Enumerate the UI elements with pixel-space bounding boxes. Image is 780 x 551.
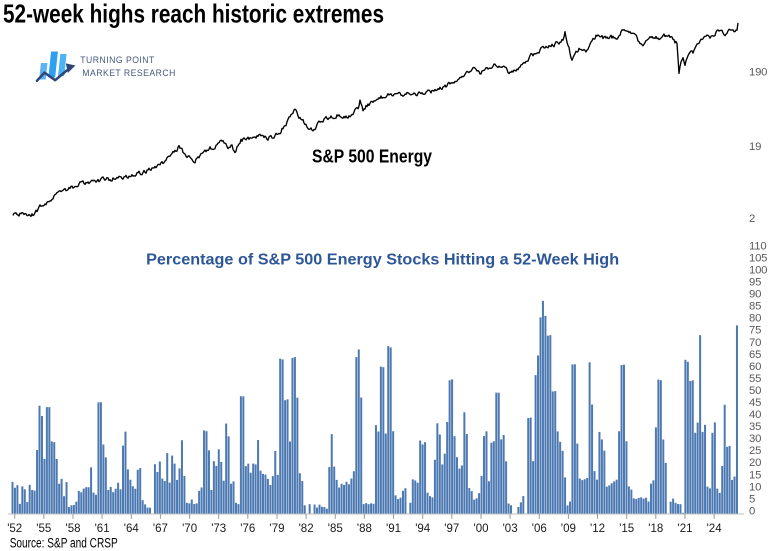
svg-text:90: 90: [749, 289, 761, 301]
svg-text:70: 70: [749, 337, 761, 349]
svg-text:'55: '55: [36, 521, 51, 535]
svg-text:TURNING POINT: TURNING POINT: [80, 55, 155, 65]
svg-text:30: 30: [749, 433, 761, 445]
svg-text:'21: '21: [678, 521, 693, 535]
svg-text:'15: '15: [619, 521, 634, 535]
svg-text:105: 105: [749, 253, 767, 265]
svg-text:'97: '97: [444, 521, 459, 535]
svg-text:'12: '12: [590, 521, 605, 535]
svg-text:40: 40: [749, 409, 761, 421]
svg-text:'70: '70: [182, 521, 197, 535]
svg-text:'58: '58: [66, 521, 81, 535]
svg-text:'88: '88: [357, 521, 372, 535]
svg-text:'91: '91: [386, 521, 401, 535]
svg-text:0: 0: [749, 505, 755, 517]
svg-text:'61: '61: [95, 521, 110, 535]
svg-text:'06: '06: [532, 521, 547, 535]
svg-text:'82: '82: [299, 521, 314, 535]
svg-text:55: 55: [749, 373, 761, 385]
svg-text:52-week highs reach historic e: 52-week highs reach historic extremes: [3, 0, 384, 29]
svg-text:'18: '18: [648, 521, 663, 535]
svg-text:'73: '73: [211, 521, 226, 535]
svg-text:85: 85: [749, 301, 761, 313]
svg-text:'76: '76: [240, 521, 255, 535]
svg-text:'79: '79: [270, 521, 285, 535]
svg-text:'00: '00: [474, 521, 489, 535]
svg-text:Percentage of S&P 500 Energy S: Percentage of S&P 500 Energy Stocks Hitt…: [146, 251, 619, 268]
svg-text:S&P 500 Energy: S&P 500 Energy: [312, 146, 433, 167]
svg-text:Source: S&P and CRSP: Source: S&P and CRSP: [10, 535, 118, 550]
svg-text:35: 35: [749, 421, 761, 433]
svg-text:2: 2: [749, 213, 755, 225]
svg-text:110: 110: [749, 240, 766, 252]
svg-text:15: 15: [749, 469, 761, 481]
svg-text:19: 19: [749, 141, 761, 153]
svg-text:5: 5: [749, 493, 755, 505]
svg-text:'94: '94: [415, 521, 430, 535]
svg-text:10: 10: [749, 481, 761, 493]
svg-text:'85: '85: [328, 521, 343, 535]
svg-text:190: 190: [749, 67, 767, 79]
svg-text:95: 95: [749, 277, 761, 289]
svg-text:'24: '24: [707, 521, 722, 535]
svg-text:'67: '67: [153, 521, 168, 535]
svg-text:100: 100: [749, 265, 767, 277]
svg-text:'52: '52: [7, 521, 22, 535]
svg-text:'64: '64: [124, 521, 139, 535]
svg-text:25: 25: [749, 445, 761, 457]
svg-text:80: 80: [749, 313, 761, 325]
svg-text:60: 60: [749, 361, 761, 373]
svg-text:'09: '09: [561, 521, 576, 535]
svg-text:'03: '03: [503, 521, 518, 535]
svg-text:45: 45: [749, 397, 761, 409]
svg-text:65: 65: [749, 349, 761, 361]
svg-text:20: 20: [749, 457, 761, 469]
svg-text:MARKET RESEARCH: MARKET RESEARCH: [82, 68, 176, 78]
svg-text:50: 50: [749, 385, 761, 397]
svg-text:75: 75: [749, 325, 761, 337]
